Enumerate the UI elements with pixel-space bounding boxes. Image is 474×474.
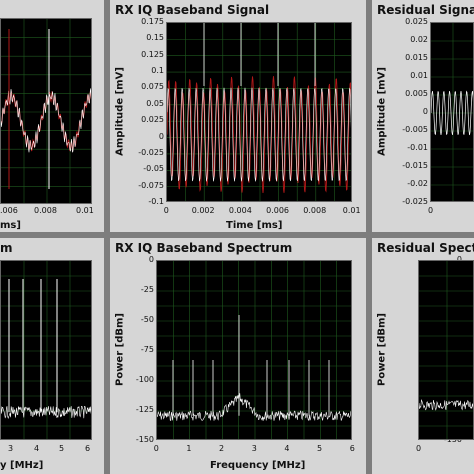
y-tick: -75 [140,345,154,354]
y-tick: -0.015 [402,161,428,170]
y-tick: 0.1 [151,66,164,76]
y-tick: -50 [140,315,154,324]
trace-white [167,87,351,182]
y-tick: -0.1 [148,197,164,206]
y-tick: 0.075 [141,82,164,92]
y-tick: 0.175 [141,17,164,26]
x-tick: 0.008 [34,206,57,215]
x-tick: 6 [349,444,355,453]
x-tick: 4 [34,444,40,453]
y-tick: -0.05 [143,164,164,174]
y-tick: 0.005 [405,89,428,98]
trace-white [431,90,473,136]
y-axis-label: Amplitude [mV] [376,67,388,156]
x-tick: 3 [8,444,14,453]
plot-rx-iq-spectrum [156,260,352,440]
y-tick: 0 [457,255,462,264]
x-tick: .006 [0,206,18,215]
y-tick: -0.025 [402,197,428,206]
plot-residual-signal [430,22,474,202]
noise-floor [1,405,91,420]
x-axis-label: y [MHz] [0,460,44,471]
y-tick: 0.15 [146,33,164,43]
panel-title: RX IQ Baseband Signal [115,3,270,17]
y-tick: 0.02 [410,35,428,44]
panel-rx-iq-signal: RX IQ Baseband Signal Amplitude [mV] 0.1… [110,0,366,232]
plot-rx-iq-signal [166,22,352,202]
y-tick: -125 [135,405,154,414]
y-tick: 0 [148,255,154,264]
plot-residual-spectrum [418,260,474,440]
x-tick: 0 [163,206,169,215]
y-tick: 0.015 [405,53,428,62]
x-tick: 0 [153,444,159,453]
y-tick: 0.05 [146,98,164,108]
x-tick: 2 [219,444,225,453]
y-tick: 0.025 [405,17,428,26]
panel-residual-signal: Residual Signal Amplitude [mV] 0.025 0.02… [372,0,474,232]
panel-left-bottom: m 3 4 5 6 y [MHz] [0,238,104,474]
x-tick: 5 [317,444,323,453]
y-tick: 0 [422,107,428,116]
y-tick: -0.01 [407,143,428,152]
x-tick: 0.002 [191,206,215,215]
y-tick: 0.025 [141,115,164,125]
x-axis-label: Frequency [MHz] [210,460,306,471]
x-tick: 0.01 [342,206,361,215]
plot-left-bottom [0,260,92,440]
y-tick: 0.01 [410,71,428,80]
y-axis-label: Power [dBm] [376,313,388,386]
noise-floor [157,393,351,421]
panel-title: m [0,241,13,255]
y-tick: -150 [135,435,154,444]
y-tick: -25 [140,285,154,294]
x-axis-label: ms] [0,220,21,231]
y-axis-label: Amplitude [mV] [114,67,126,156]
plot-left-top [0,18,92,204]
y-tick: -0.005 [402,125,428,134]
x-tick: 3 [251,444,257,453]
trace-white [1,88,91,153]
panel-title: Residual Spectru [377,241,474,255]
x-tick: 0.008 [303,206,327,215]
x-tick: 0.004 [228,206,252,215]
x-tick: 4 [284,444,290,453]
y-tick: -0.075 [138,180,164,190]
y-tick: -100 [135,375,154,384]
y-tick: 0 [158,131,164,141]
panel-rx-iq-spectrum: RX IQ Baseband Spectrum Power [dBm] 0 -25… [110,238,366,474]
x-axis-label: Time [ms] [226,220,283,231]
x-tick: 1 [186,444,192,453]
panel-title: Residual Signal [377,3,474,17]
y-axis-label: Power [dBm] [114,313,126,386]
x-tick: 0.006 [266,206,289,215]
panel-left-top: .006 0.008 0.01 ms] [0,0,104,232]
x-tick: 0 [428,206,434,215]
y-tick: -0.02 [407,179,428,188]
y-tick: 0.125 [141,49,164,59]
noise-floor [419,399,473,411]
x-tick: 0 [416,444,422,453]
panel-residual-spectrum: Residual Spectru Power [dBm] 0-25-50-75-… [372,238,474,474]
x-tick: 0.01 [76,206,94,215]
x-tick: 6 [85,444,91,453]
y-tick: -0.025 [138,147,164,157]
x-tick: 5 [59,444,65,453]
panel-title: RX IQ Baseband Spectrum [115,241,293,255]
